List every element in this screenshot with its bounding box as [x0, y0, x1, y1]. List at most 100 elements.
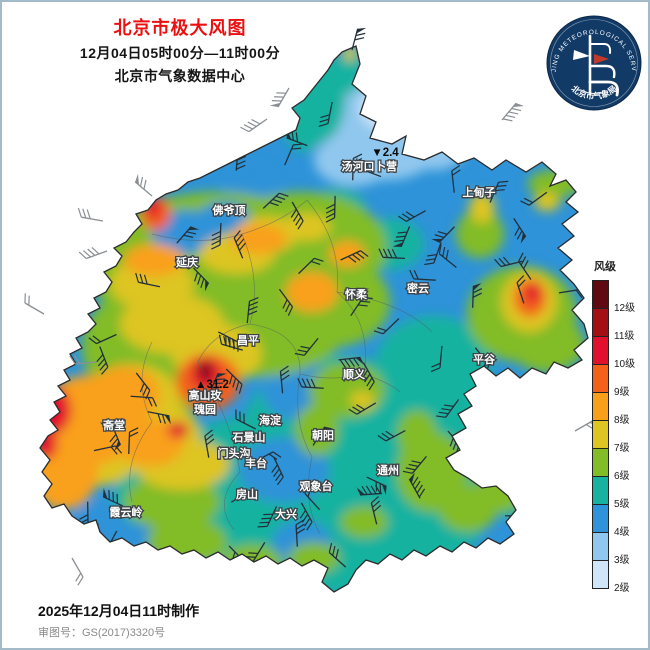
wind-barb-icon	[451, 164, 461, 193]
wind-barb-icon	[518, 252, 532, 280]
map-header: 北京市极大风图 12月04日05时00分—11时00分 北京市气象数据中心	[38, 14, 322, 86]
wind-barb-icon	[269, 87, 290, 108]
wind-barb-icon	[392, 226, 411, 248]
station-label: 房山	[236, 487, 258, 501]
wind-barb-icon	[431, 226, 455, 243]
wind-barb-icon	[135, 272, 161, 288]
wind-barb-icon	[262, 192, 289, 209]
wind-barb-icon	[208, 372, 227, 394]
legend-level-label: 10级	[614, 359, 636, 370]
wind-barb-icon	[246, 297, 259, 324]
district-borders	[129, 199, 433, 535]
legend-color-swatch: 10级	[592, 336, 635, 370]
legend-title: 风级	[594, 261, 616, 273]
wind-barb-icon	[408, 472, 426, 499]
wind-barb-icon	[361, 362, 375, 391]
station-label: 延庆	[175, 255, 198, 269]
station-label: 上甸子	[463, 185, 496, 199]
legend-color-swatch: 2级	[592, 560, 630, 594]
wind-barb-icon	[77, 207, 104, 222]
legend-color-swatch: 9级	[592, 364, 630, 398]
extreme-value-annotation: ▼2.4	[371, 147, 399, 159]
wind-barb-icon	[325, 195, 336, 223]
legend-level-label: 4级	[614, 527, 630, 538]
wind-barb-icon	[409, 269, 436, 281]
made-time: 2025年12月04日11时制作	[38, 603, 200, 619]
legend-level-label: 8级	[614, 415, 630, 426]
wind-barb-icon	[328, 543, 347, 568]
wind-barb-icon	[358, 159, 382, 178]
wind-barb-icon	[71, 557, 84, 586]
wind-level-legend: 风级 12级 11级 10级 9级 8级 7级 6级 5级 4级 3级 2级	[592, 258, 635, 594]
map-footer: 2025年12月04日11时制作 审图号：GS(2017)3320号	[38, 601, 199, 640]
wind-barb-icon	[279, 365, 290, 394]
legend-level-label: 6级	[614, 471, 630, 482]
wind-barb-icon	[211, 222, 222, 250]
wind-barb-icon	[398, 210, 426, 222]
wind-barb-icon	[520, 191, 548, 206]
legend-color-swatch: 12级	[592, 280, 635, 314]
meteorological-service-logo: BEIJING METEOROLOGICAL SERVICE北京市气象局	[544, 10, 642, 111]
beijing-boundary	[39, 45, 589, 593]
wind-barb-icon	[299, 502, 313, 531]
wind-barb-icon	[88, 333, 117, 345]
station-label: 门头沟	[218, 446, 251, 460]
station-label: 卜营	[375, 159, 397, 173]
station-label: 海淀	[259, 413, 282, 427]
wind-barb-icon	[318, 101, 333, 127]
legend-level-label: 11级	[614, 331, 635, 342]
wind-barb-icon	[513, 217, 527, 244]
legend-level-label: 2级	[614, 583, 630, 594]
station-label: 瑰园	[194, 402, 216, 416]
wind-barb-icon	[96, 346, 109, 375]
legend-color-swatch: 4级	[592, 504, 630, 538]
wind-barb-icon	[352, 153, 363, 181]
wind-barb-icon	[436, 399, 460, 418]
map-title: 北京市极大风图	[113, 18, 247, 38]
wind-barb-icon	[501, 102, 525, 122]
wind-barb-icon	[366, 476, 387, 495]
station-label: 佛爷顶	[212, 203, 246, 217]
wind-barb-icon	[489, 180, 509, 203]
wind-barb-icon	[69, 355, 98, 365]
wind-barb-icon	[233, 230, 246, 259]
station-label: 平谷	[473, 352, 496, 366]
wind-barb-icon	[286, 129, 308, 147]
legend-color-swatch: 5级	[592, 476, 630, 510]
wind-vane-icon	[573, 34, 619, 97]
wind-barb-icon	[304, 484, 321, 511]
wind-barb-icon	[298, 257, 324, 275]
wind-barb-icon	[78, 247, 108, 260]
wind-barb-icon	[128, 427, 139, 455]
wind-barb-icon	[109, 424, 122, 451]
wind-barb-icon	[348, 402, 377, 415]
wind-barb-icon	[356, 485, 383, 496]
wind-barb-icon	[253, 451, 282, 463]
station-label: 观象台	[300, 479, 333, 493]
wind-barb-icon	[438, 244, 457, 269]
station-label: 石景山	[232, 430, 266, 444]
wind-barb-icon	[278, 288, 294, 316]
wind-barb-icon	[378, 248, 406, 260]
wind-barb-icon	[516, 275, 526, 304]
station-label: 斋堂	[102, 418, 125, 432]
legend-level-label: 9级	[614, 387, 630, 398]
wind-barb-icon	[284, 143, 303, 166]
station-label: 丰台	[245, 456, 267, 470]
wind-barb-icon	[134, 173, 153, 197]
extreme-value-annotation: ▲31.2	[195, 379, 229, 391]
legend-level-label: 12级	[614, 303, 636, 314]
wind-barb-icon	[204, 429, 215, 458]
station-label: 怀柔	[345, 287, 368, 301]
data-source: 北京市气象数据中心	[114, 68, 246, 84]
wind-barb-icon	[271, 456, 284, 486]
wind-barb-icon	[230, 489, 259, 503]
wind-barb-icon	[373, 318, 400, 335]
legend-level-label: 3级	[614, 555, 630, 566]
wind-barb-icon	[294, 337, 319, 356]
wind-barb-icon	[370, 496, 382, 525]
legend-level-label: 5级	[614, 499, 630, 510]
approval-number: 审图号：GS(2017)3320号	[38, 627, 166, 639]
